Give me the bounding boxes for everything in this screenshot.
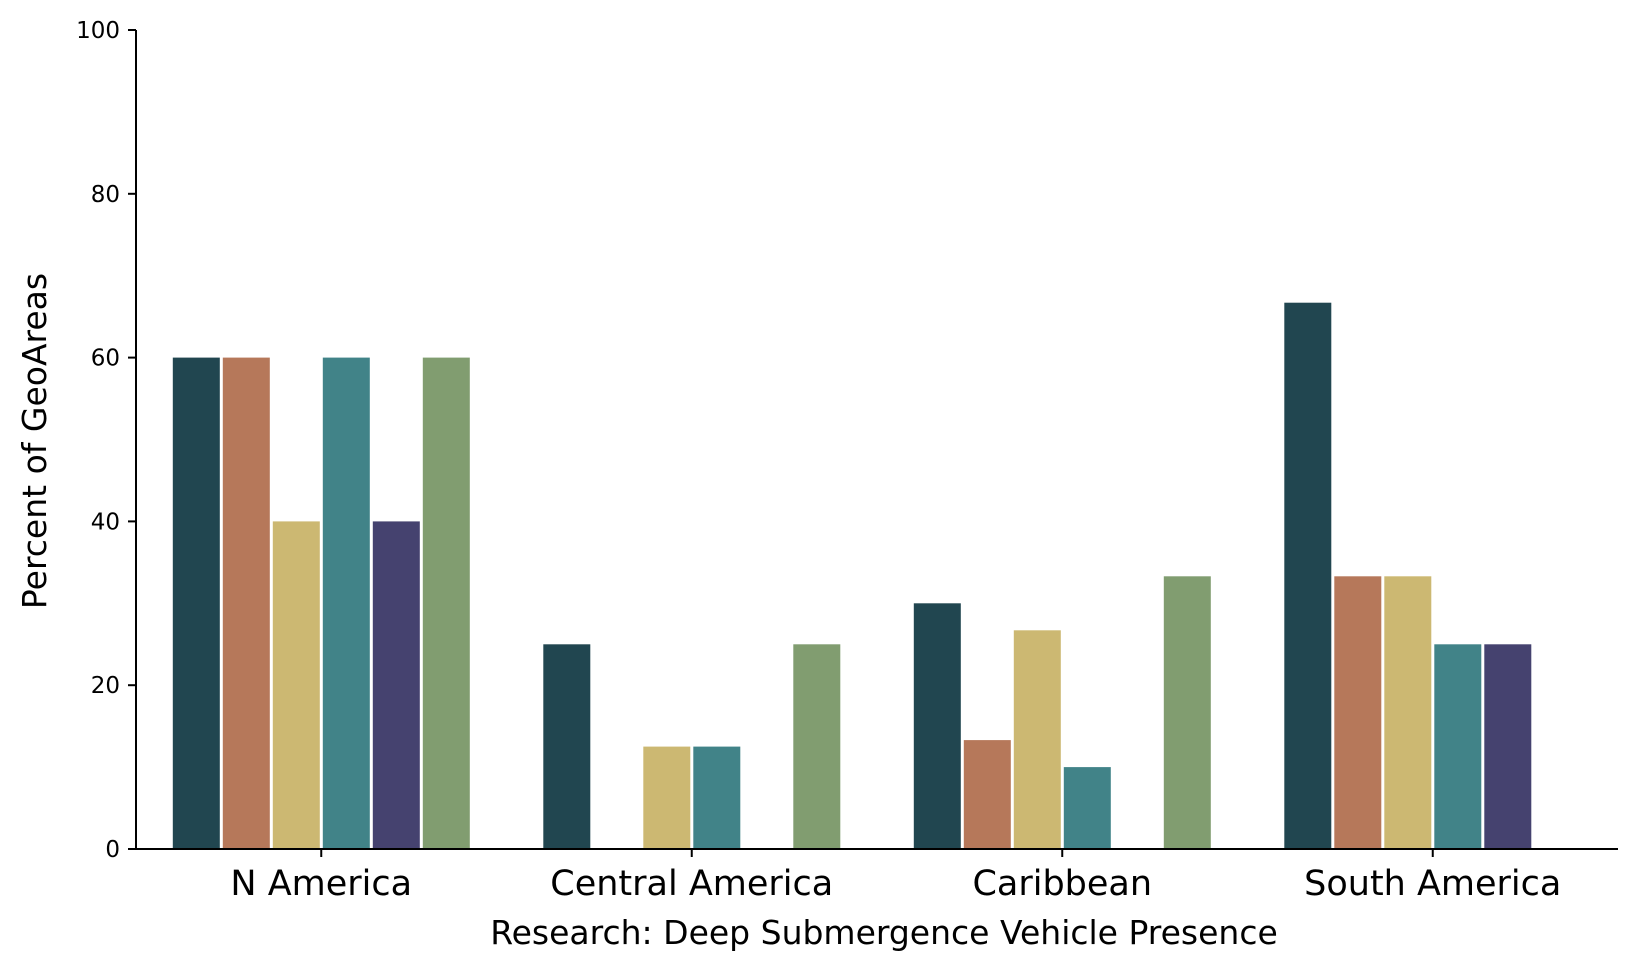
bar-3-0 <box>322 357 370 849</box>
bar-4-3 <box>1484 644 1532 850</box>
bars-layer <box>172 302 1532 850</box>
x-tick-label-3: South America <box>1304 864 1561 904</box>
bar-5-1 <box>793 644 841 850</box>
bar-1-0 <box>222 357 270 849</box>
bar-0-0 <box>172 357 220 849</box>
x-tick-label-1: Central America <box>550 864 833 904</box>
y-tick-label-3: 60 <box>91 346 120 372</box>
x-tick-label-0: N America <box>230 864 412 904</box>
bar-2-3 <box>1384 576 1432 849</box>
y-axis: 0 20 40 60 80 100 <box>76 18 137 863</box>
bar-0-1 <box>543 644 591 850</box>
y-tick-label-0: 0 <box>105 837 120 863</box>
x-axis-title: Research: Deep Submergence Vehicle Prese… <box>490 913 1278 952</box>
bar-0-3 <box>1284 302 1332 849</box>
x-axis: N America Central America Caribbean South A… <box>136 848 1618 904</box>
y-tick-label-2: 40 <box>91 509 120 535</box>
bar-1-2 <box>963 740 1011 849</box>
bar-2-1 <box>643 746 691 849</box>
y-tick-label-5: 100 <box>76 18 120 44</box>
bar-2-2 <box>1013 630 1061 849</box>
bar-4-0 <box>372 521 420 849</box>
bar-5-0 <box>422 357 470 849</box>
bar-3-1 <box>693 746 741 849</box>
bar-2-0 <box>272 521 320 849</box>
bar-3-2 <box>1063 767 1111 849</box>
bar-1-3 <box>1334 576 1382 849</box>
y-tick-label-4: 80 <box>91 182 120 208</box>
y-tick-label-1: 20 <box>91 673 120 699</box>
y-axis-title: Percent of GeoAreas <box>15 273 54 609</box>
bar-0-2 <box>913 603 961 849</box>
x-tick-label-2: Caribbean <box>972 864 1152 904</box>
bar-5-2 <box>1163 576 1211 849</box>
bar-3-3 <box>1434 644 1482 850</box>
